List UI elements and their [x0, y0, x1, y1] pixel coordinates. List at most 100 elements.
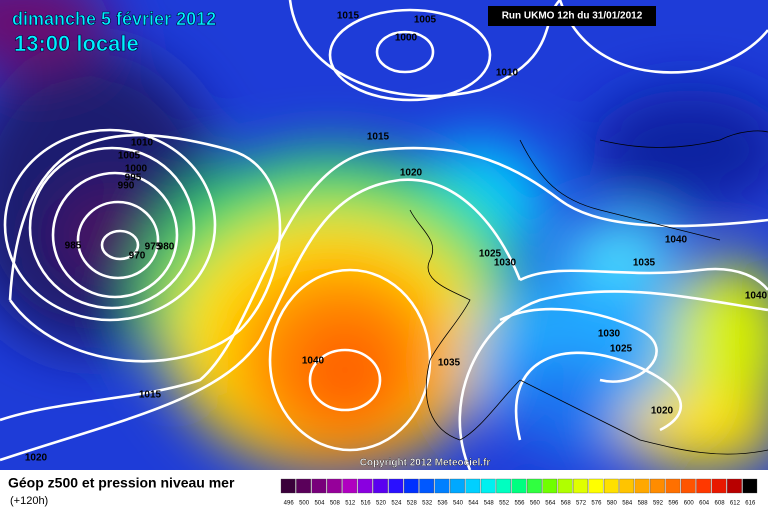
isobar-label: 1015 — [367, 132, 390, 143]
scale-label: 572 — [576, 501, 587, 507]
isobar-label: 1035 — [633, 258, 656, 269]
scale-swatch — [742, 478, 758, 494]
isobar-label: 1010 — [131, 138, 154, 149]
time-title: 13:00 locale — [14, 31, 139, 56]
scale-swatch — [357, 478, 373, 494]
scale-swatch — [480, 478, 496, 494]
scale-label: 540 — [453, 501, 464, 507]
isobar-label: 1030 — [598, 329, 621, 340]
isobar-label: 1005 — [414, 15, 437, 26]
scale-swatch — [311, 478, 327, 494]
scale-swatch — [573, 478, 588, 494]
isobar-label: 1000 — [125, 164, 148, 175]
isobar-label: 1020 — [25, 453, 48, 464]
scale-label: 616 — [745, 501, 756, 507]
run-info: Run UKMO 12h du 31/01/2012 — [502, 11, 643, 22]
scale-label: 508 — [330, 501, 341, 507]
isobar-label: 995 — [125, 173, 142, 184]
isobar-label: 990 — [118, 181, 135, 192]
scale-label: 516 — [361, 501, 372, 507]
isobar-label: 970 — [129, 251, 146, 262]
scale-swatch — [557, 478, 573, 494]
legend-subtitle: (+120h) — [10, 495, 48, 507]
isobar-label: 1015 — [337, 11, 360, 22]
scale-label: 564 — [545, 501, 556, 507]
scale-label: 612 — [730, 501, 741, 507]
scale-swatch — [465, 478, 481, 494]
scale-swatch — [373, 478, 388, 494]
scale-swatch — [296, 478, 311, 494]
scale-label: 556 — [514, 501, 525, 507]
scale-label: 528 — [407, 501, 418, 507]
isobar-label: 1040 — [745, 291, 768, 302]
scale-swatch — [696, 478, 711, 494]
map-field — [0, 0, 768, 470]
run-info-box — [488, 6, 656, 26]
scale-label: 548 — [484, 501, 495, 507]
scale-label: 568 — [561, 501, 572, 507]
isobar-label: 1030 — [494, 258, 517, 269]
scale-swatch — [511, 478, 527, 494]
isobar-labels: 1015 100510001010101010051000995990985970… — [25, 11, 768, 464]
scale-swatch — [280, 478, 296, 494]
scale-label: 596 — [668, 501, 679, 507]
isobar-label: 1025 — [479, 249, 502, 260]
scale-label: 500 — [299, 501, 310, 507]
scale-label: 608 — [715, 501, 726, 507]
scale-label: 496 — [284, 501, 295, 507]
scale-label: 560 — [530, 501, 541, 507]
scale-swatch — [527, 478, 542, 494]
scale-label: 576 — [591, 501, 602, 507]
scale-label: 604 — [699, 501, 710, 507]
scale-label: 544 — [468, 501, 479, 507]
scale-swatch — [327, 478, 342, 494]
scale-swatch — [650, 478, 665, 494]
scale-swatch — [434, 478, 450, 494]
scale-swatch — [711, 478, 727, 494]
isobar-label: 1035 — [438, 358, 461, 369]
copyright: Copyright 2012 Meteociel.fr — [360, 458, 491, 469]
scale-swatch — [542, 478, 558, 494]
isobar-label: 975 — [145, 242, 162, 253]
scale-label: 520 — [376, 501, 387, 507]
scale-label: 584 — [622, 501, 633, 507]
scale-label: 552 — [499, 501, 510, 507]
color-scale: 496 500 504 508 512 516 520 524 528 532 536 540 544 5… — [280, 478, 758, 507]
scale-label: 504 — [314, 501, 325, 507]
scale-swatch — [388, 478, 404, 494]
scale-label: 532 — [422, 501, 433, 507]
isobar-label: 1025 — [610, 344, 633, 355]
scale-label: 536 — [438, 501, 449, 507]
isobar-label: 1000 — [395, 33, 418, 44]
scale-swatch — [665, 478, 681, 494]
isobar-label: 1040 — [302, 356, 325, 367]
isobar-label: 1020 — [400, 168, 423, 179]
isobar-label: 1010 — [496, 68, 519, 79]
scale-swatch — [403, 478, 419, 494]
isobar-label: 1015 — [139, 390, 162, 401]
coastlines — [409, 130, 768, 455]
scale-label: 600 — [684, 501, 695, 507]
scale-swatch — [603, 478, 619, 494]
isobar-label: 1005 — [118, 151, 141, 162]
legend-title: Géop z500 et pression niveau mer — [8, 475, 235, 491]
scale-swatch — [496, 478, 511, 494]
scale-swatch — [419, 478, 435, 494]
scale-swatch — [342, 478, 358, 494]
scale-label: 512 — [345, 501, 356, 507]
isobar-label: 985 — [65, 241, 82, 252]
date-title: dimanche 5 février 2012 — [12, 9, 216, 29]
scale-swatch — [634, 478, 650, 494]
isobar-label: 1020 — [651, 406, 674, 417]
scale-swatch — [727, 478, 742, 494]
scale-label: 588 — [638, 501, 649, 507]
scale-swatch — [680, 478, 696, 494]
isobar-label: 1040 — [665, 235, 688, 246]
scale-swatch — [588, 478, 604, 494]
scale-label: 524 — [391, 501, 402, 507]
scale-swatch — [450, 478, 465, 494]
scale-swatch — [619, 478, 635, 494]
scale-label: 592 — [653, 501, 664, 507]
